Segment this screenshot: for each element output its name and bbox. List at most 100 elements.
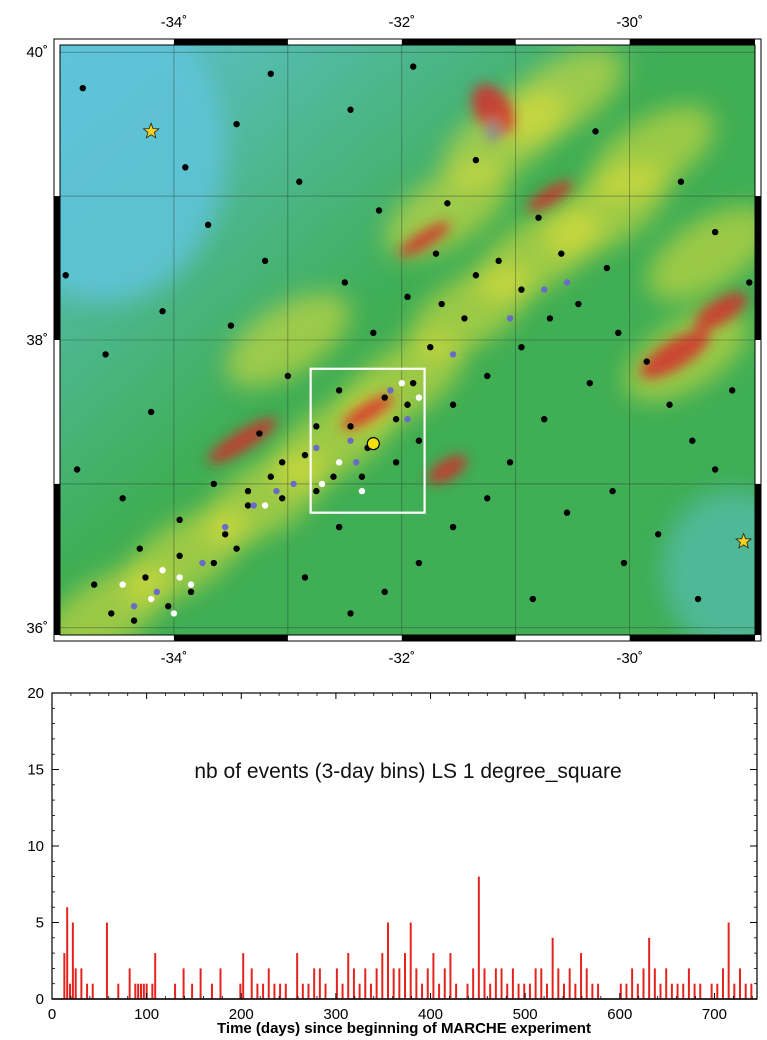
histogram-bar [358,983,361,999]
histogram-ticks: 0 100 200 300 400 500 600 700 0 5 10 15 20 [27,685,757,1023]
histogram-bar [631,968,634,999]
event-point-white [318,480,326,488]
histogram-bar [91,983,94,999]
histogram-bar [140,983,142,999]
event-point [296,178,303,185]
event-point-blue [222,523,229,531]
histogram-bar [154,953,157,999]
histogram-bar [455,983,458,999]
event-point [409,63,417,70]
event-point [233,545,240,552]
map-lat-tick-label: 40˚ [26,44,48,61]
frame-segment [54,196,60,340]
histogram-y-tick-label: 20 [27,685,44,702]
histogram-bar [721,968,724,999]
event-point-blue [347,437,354,444]
map-markers [142,122,753,549]
event-point [438,300,445,308]
event-point [711,466,719,473]
event-point [620,559,628,567]
event-point [233,120,240,128]
event-point [79,84,86,92]
event-point [375,207,383,214]
histogram-bar [347,953,350,999]
relief-summit [484,120,501,143]
histogram-x-tick-label: 0 [48,1006,56,1023]
event-point [176,516,183,524]
event-point [592,128,599,135]
event-point-white [119,581,126,588]
histogram-bar [494,968,497,999]
histogram-bar [665,968,668,999]
event-point [694,595,702,603]
event-point [444,200,451,207]
histogram-xlabel: Time (days) since beginning of MARCHE ex… [217,1020,591,1037]
event-point [108,610,115,617]
map-lon-tick-label-top: -32˚ [388,14,415,31]
event-point [176,552,183,560]
relief-high-patch [207,417,277,464]
map-lat-tick-label: 38˚ [26,332,48,349]
event-point [603,264,611,272]
histogram-bar [636,983,639,999]
histogram-bar [449,953,452,999]
histogram-bar [63,953,66,999]
histogram-bar [142,983,145,999]
event-point [313,423,320,430]
histogram-bar [219,968,222,999]
relief-shallow-patch [385,163,510,258]
event-point-blue [199,559,206,567]
frame-segment [401,635,516,641]
map-lon-tick-label-top: -30˚ [616,14,643,31]
histogram-x-tick-label: 200 [229,1006,254,1023]
event-point [256,430,263,437]
event-point [529,595,537,603]
event-point [563,509,571,516]
histogram-bar [466,983,469,999]
event-point-blue [130,603,138,610]
relief-deep-patch [662,490,755,635]
relief-shallow-patch [499,48,624,143]
histogram-y-tick-label: 10 [27,838,44,855]
histogram-bar [716,983,719,999]
event-point-white [335,459,343,466]
histogram-bar [296,953,299,999]
histogram-bar [69,983,72,999]
event-point [711,228,719,236]
event-point [432,250,440,257]
histogram-bar [352,968,355,999]
frame-segment [629,635,755,641]
event-point [261,257,269,265]
histogram-bar [279,983,282,999]
event-point [381,588,388,596]
event-point-blue [449,351,457,358]
event-point [654,531,662,538]
histogram-bar [386,922,389,999]
event-point [244,502,252,509]
event-point [409,379,417,387]
histogram-x-tick-label: 500 [513,1006,538,1023]
event-point [541,415,548,423]
histogram-bar [523,983,526,999]
frame-segment [173,39,288,45]
relief-high-patch [471,84,515,136]
histogram-bar [210,983,213,999]
histogram-bar [313,968,316,999]
event-point [729,387,736,394]
event-point [449,401,457,408]
histogram-bar [267,968,270,999]
star-marker [142,122,160,139]
histogram-title: nb of events (3-day bins) LS 1 degree_sq… [194,760,621,783]
histogram-x-tick-label: 100 [134,1006,159,1023]
histogram-bar [682,983,685,999]
histogram-bar [472,968,475,999]
histogram-bar [426,968,429,999]
event-point [615,329,622,337]
event-point [518,343,525,351]
histogram-bar [585,968,588,999]
histogram-bar [432,953,435,999]
histogram-y-tick-label: 5 [36,915,44,932]
event-point [370,329,377,337]
hydrophone-marker [366,437,380,451]
